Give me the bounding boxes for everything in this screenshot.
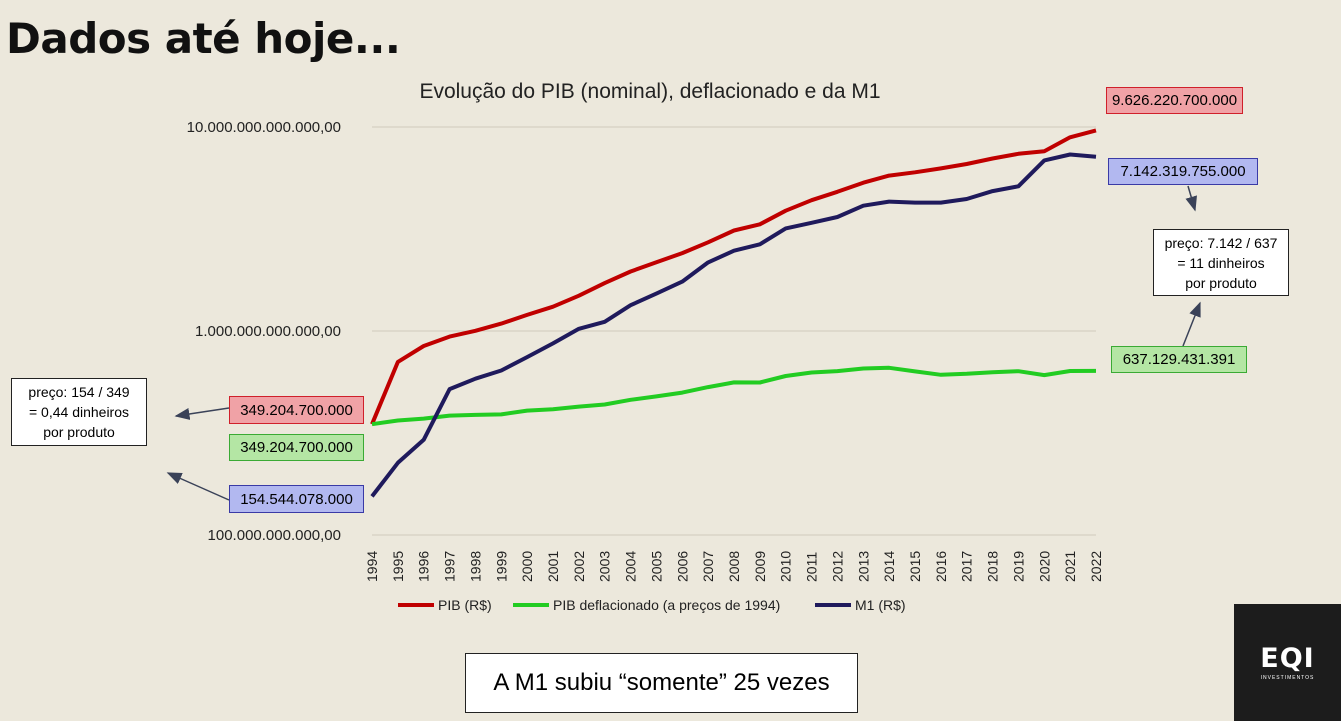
legend-label: PIB deflacionado (a preços de 1994) [553,597,780,613]
eqi-logo: EQI INVESTIMENTOS [1234,604,1341,721]
x-tick-label: 2017 [959,551,975,582]
price-note-left: preço: 154 / 349 = 0,44 dinheiros por pr… [11,378,147,446]
x-tick-label: 2013 [855,551,871,582]
price-note-left-line1: preço: 154 / 349 [28,384,130,400]
y-tick-label: 10.000.000.000.000,00 [187,119,341,136]
x-tick-label: 2019 [1010,551,1026,582]
x-tick-label: 2001 [545,551,561,582]
y-tick-label: 1.000.000.000.000,00 [195,323,341,340]
x-tick-label: 2020 [1036,551,1052,582]
x-axis-ticks: 1994 1995 1996 1997 1998 1999 2000 2001 2002 2003… [364,551,1104,582]
x-tick-label: 2022 [1088,551,1104,582]
x-tick-label: 1999 [493,551,509,582]
m1-end-label: 7.142.319.755.000 [1108,158,1258,185]
x-tick-label: 2002 [571,551,587,582]
legend: PIB (R$) PIB deflacionado (a preços de 19… [398,597,906,613]
x-tick-label: 2008 [726,551,742,582]
x-tick-label: 2003 [597,551,613,582]
slide-title: Dados até hoje... [6,14,401,63]
conclusion-box: A M1 subiu “somente” 25 vezes [465,653,858,713]
annotation-arrow [1182,301,1201,347]
x-tick-label: 1994 [364,551,380,582]
price-note-right-line2: = 11 dinheiros [1177,254,1265,271]
defl-end-label: 637.129.431.391 [1111,346,1247,373]
series-line-1 [371,365,1097,427]
series-line-0 [370,128,1097,425]
price-note-right-line1: preço: 7.142 / 637 [1164,234,1278,251]
x-tick-label: 1995 [390,551,406,582]
x-tick-label: 1998 [467,551,483,582]
y-axis-ticks: 100.000.000.000,00 1.000.000.000.000,00 10… [187,119,341,544]
x-tick-label: 2010 [778,551,794,582]
x-tick-label: 2014 [881,551,897,582]
x-tick-label: 2006 [674,551,690,582]
logo-subtitle: INVESTIMENTOS [1260,674,1315,681]
x-tick-label: 2021 [1062,551,1078,582]
y-tick-label: 100.000.000.000,00 [208,527,341,544]
x-tick-label: 2011 [804,552,820,582]
m1-start-label: 154.544.078.000 [229,485,364,513]
defl-start-label: 349.204.700.000 [229,434,364,461]
series-lines [370,128,1097,498]
x-tick-label: 1996 [416,551,432,582]
price-note-right: preço: 7.142 / 637 = 11 dinheiros por pr… [1153,229,1289,296]
x-tick-label: 2009 [752,551,768,582]
x-tick-label: 2005 [648,551,664,582]
x-tick-label: 2012 [829,551,845,582]
legend-label: M1 (R$) [855,597,906,613]
annotation-arrow [174,407,230,420]
x-tick-label: 1997 [442,551,458,582]
price-note-right-line3: por produto [1185,274,1257,291]
x-tick-label: 2016 [933,551,949,582]
annotation-arrow [166,472,230,501]
x-tick-label: 2000 [519,551,535,582]
logo-mark: EQI [1260,642,1315,674]
pib-end-label: 9.626.220.700.000 [1106,87,1243,114]
price-note-left-line3: por produto [43,424,115,440]
pib-start-label: 349.204.700.000 [229,396,364,424]
x-tick-label: 2015 [907,551,923,582]
x-tick-label: 2004 [623,551,639,582]
x-tick-label: 2018 [985,551,1001,582]
x-tick-label: 2007 [700,551,716,582]
series-line-2 [370,152,1097,498]
chart-title: Evolução do PIB (nominal), deflacionado … [419,80,880,103]
annotation-arrow [1185,185,1197,212]
legend-label: PIB (R$) [438,597,492,613]
price-note-left-line2: = 0,44 dinheiros [28,404,130,420]
chart-grid [372,126,1096,536]
annotation-arrows [166,185,1201,501]
